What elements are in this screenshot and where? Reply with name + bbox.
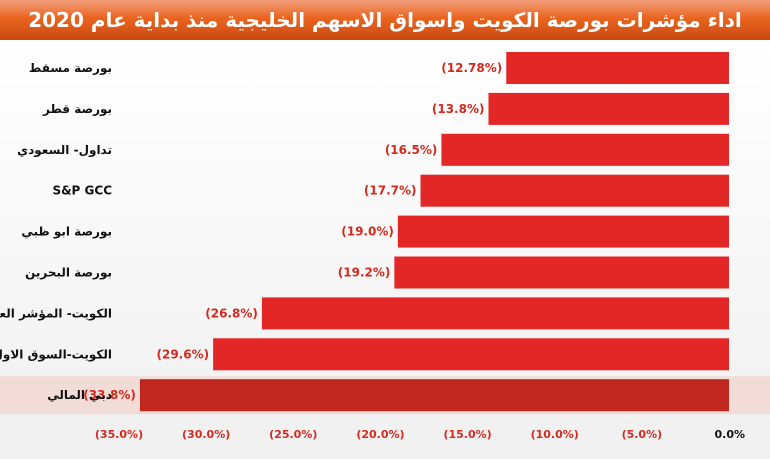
- bar: [213, 338, 730, 371]
- data-label: (19.0%): [341, 225, 394, 239]
- bar: [441, 133, 729, 166]
- x-tick-label: (15.0%): [443, 428, 491, 441]
- data-label: (17.7%): [364, 184, 417, 198]
- category-label: الكويت-السوق الاول: [0, 347, 112, 362]
- data-label: (29.6%): [157, 347, 210, 361]
- x-tick-label: (20.0%): [356, 428, 404, 441]
- chart-title: اداء مؤشرات بورصة الكويت واسواق الاسهم ا…: [28, 8, 742, 32]
- bar-chart: (12.78%) بورصة مسقط (13.8%) بورصة قطر (16.5%…: [0, 52, 770, 441]
- category-label: بورصة ابو ظبي: [21, 225, 112, 240]
- x-tick-label: (35.0%): [95, 428, 143, 441]
- bar: [261, 297, 729, 330]
- bar: [488, 92, 729, 125]
- data-label: (12.78%): [441, 61, 502, 75]
- x-tick-label: (25.0%): [269, 428, 317, 441]
- category-label: تداول- السعودي: [17, 143, 112, 158]
- plot-area: (12.78%) بورصة مسقط (13.8%) بورصة قطر (16.5%…: [0, 40, 770, 459]
- category-label: S&P GCC: [52, 184, 112, 198]
- category-label: بورصة مسقط: [29, 61, 112, 76]
- data-label: (16.5%): [385, 143, 438, 157]
- category-label: بورصة البحرين: [25, 266, 112, 281]
- x-tick-label: (10.0%): [531, 428, 579, 441]
- data-label: (26.8%): [205, 306, 258, 320]
- bar: [139, 379, 729, 412]
- category-label: الكويت- المؤشر العام: [0, 306, 112, 321]
- category-label: بورصة قطر: [42, 102, 112, 117]
- chart-title-bar: اداء مؤشرات بورصة الكويت واسواق الاسهم ا…: [0, 0, 770, 40]
- data-label: (33.8%): [83, 388, 136, 402]
- data-label: (13.8%): [432, 102, 485, 116]
- bar: [397, 215, 729, 248]
- bar: [394, 256, 729, 289]
- category-label: دبي المالي: [47, 388, 112, 402]
- data-label: (19.2%): [338, 266, 391, 280]
- bar: [420, 174, 729, 207]
- x-tick-label: (5.0%): [622, 428, 663, 441]
- x-tick-label: (30.0%): [182, 428, 230, 441]
- x-tick-label: 0.0%: [714, 428, 745, 441]
- bar: [506, 52, 729, 84]
